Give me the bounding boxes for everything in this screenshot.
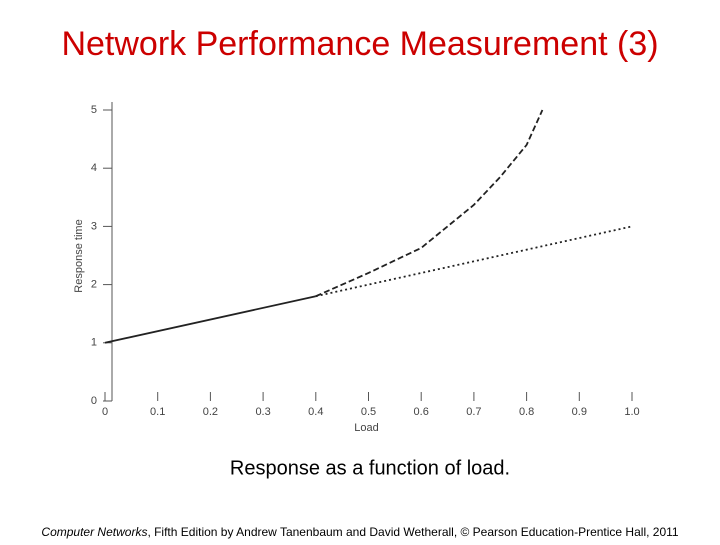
x-tick-label: 0.6 bbox=[414, 406, 429, 418]
x-axis-label: Load bbox=[354, 422, 378, 434]
y-axis-label: Response time bbox=[73, 219, 85, 292]
x-tick-label: 0.3 bbox=[255, 406, 270, 418]
series-line bbox=[315, 109, 544, 298]
y-tick-label: 5 bbox=[91, 104, 97, 116]
y-tick-label: 4 bbox=[91, 162, 97, 174]
x-tick-label: 0.8 bbox=[519, 406, 534, 418]
slide-title: Network Performance Measurement (3) bbox=[61, 25, 658, 63]
x-tick-label: 0 bbox=[102, 406, 108, 418]
x-tick-label: 1.0 bbox=[624, 406, 639, 418]
x-tick-label: 0.4 bbox=[308, 406, 323, 418]
plot: 0 1 2 3 4 5 0 0.1 0.2 0.3 0.4 0.5 0.6 0.7 0.8 0.9 1.0 Loa… bbox=[73, 102, 640, 434]
x-tick-label: 0.1 bbox=[150, 406, 165, 418]
footer: Computer Networks, Fifth Edition by Andr… bbox=[41, 525, 678, 539]
footer-rest: , Fifth Edition by Andrew Tanenbaum and … bbox=[147, 525, 678, 539]
x-tick-label: 0.9 bbox=[572, 406, 587, 418]
y-tick-label: 0 bbox=[91, 395, 97, 407]
y-tick-label: 2 bbox=[91, 279, 97, 291]
footer-book: Computer Networks bbox=[41, 525, 147, 539]
series-line bbox=[104, 295, 316, 344]
series-line bbox=[315, 225, 633, 298]
caption: Response as a function of load. bbox=[230, 457, 510, 479]
y-tick-label: 1 bbox=[91, 337, 97, 349]
y-tick-label: 3 bbox=[91, 220, 97, 232]
x-tick-label: 0.5 bbox=[361, 406, 376, 418]
x-tick-label: 0.7 bbox=[466, 406, 481, 418]
x-tick-label: 0.2 bbox=[203, 406, 218, 418]
